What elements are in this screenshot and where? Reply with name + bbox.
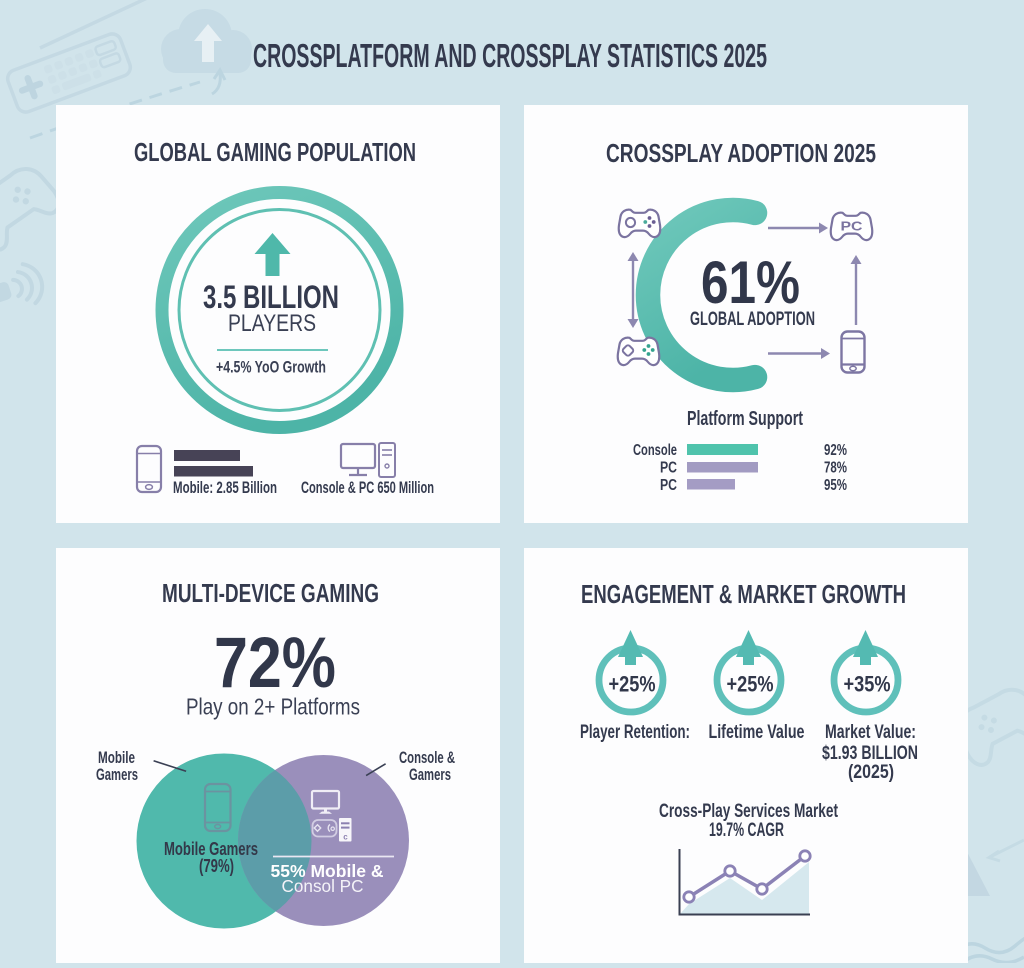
- svg-text:+25%: +25%: [609, 672, 656, 697]
- svg-text:+4.5% YoO Growth: +4.5% YoO Growth: [216, 358, 326, 377]
- svg-text:PC: PC: [660, 460, 677, 477]
- svg-text:Gamers: Gamers: [96, 765, 138, 784]
- svg-text:3.5 BILLION: 3.5 BILLION: [203, 279, 339, 315]
- svg-text:$1.93 BILLION: $1.93 BILLION: [822, 743, 918, 764]
- svg-text:Consol PC: Consol PC: [282, 876, 364, 896]
- svg-text:MULTI-DEVICE GAMING: MULTI-DEVICE GAMING: [162, 578, 379, 608]
- svg-text:92%: 92%: [824, 442, 847, 459]
- svg-text:Play on 2+ Platforms: Play on 2+ Platforms: [186, 694, 360, 720]
- svg-text:(2025): (2025): [848, 762, 894, 783]
- svg-text:61%: 61%: [701, 249, 800, 316]
- svg-text:Console & PC 650 Million: Console & PC 650 Million: [301, 478, 434, 497]
- svg-text:78%: 78%: [824, 460, 847, 477]
- svg-text:ENGAGEMENT & MARKET GROWTH: ENGAGEMENT & MARKET GROWTH: [581, 579, 906, 609]
- svg-text:CROSSPLATFORM AND CROSSPLAY ST: CROSSPLATFORM AND CROSSPLAY STATISTICS 2…: [253, 37, 767, 74]
- svg-text:Console: Console: [633, 442, 677, 459]
- svg-text:GLOBAL GAMING POPULATION: GLOBAL GAMING POPULATION: [134, 137, 416, 167]
- svg-text:PC: PC: [660, 477, 677, 494]
- svg-text:c: c: [343, 833, 348, 842]
- svg-text:55% Mobile &: 55% Mobile &: [271, 861, 384, 881]
- svg-text:PLAYERS: PLAYERS: [228, 310, 316, 337]
- svg-text:19.7% CAGR: 19.7% CAGR: [709, 819, 784, 841]
- svg-text:Mobile: Mobile: [98, 748, 135, 767]
- svg-text:(79%): (79%): [199, 856, 234, 876]
- svg-text:72%: 72%: [214, 624, 336, 703]
- svg-text:Market Value:: Market Value:: [825, 722, 916, 743]
- svg-text:GLOBAL ADOPTION: GLOBAL ADOPTION: [690, 309, 815, 330]
- svg-text:+35%: +35%: [844, 672, 891, 697]
- svg-text:95%: 95%: [824, 477, 847, 494]
- svg-text:PC: PC: [841, 219, 864, 234]
- svg-text:CROSSPLAY ADOPTION 2025: CROSSPLAY ADOPTION 2025: [606, 138, 876, 168]
- svg-text:Console &: Console &: [399, 748, 455, 767]
- svg-text:Platform Support: Platform Support: [687, 408, 803, 430]
- svg-text:+25%: +25%: [727, 672, 774, 697]
- svg-text:Mobile Gamers: Mobile Gamers: [164, 839, 258, 859]
- svg-text:Mobile: 2.85 Billion: Mobile: 2.85 Billion: [173, 478, 277, 497]
- svg-text:Cross-Play Services Market: Cross-Play Services Market: [659, 800, 838, 822]
- svg-text:Player Retention:: Player Retention:: [580, 722, 690, 743]
- svg-text:Lifetime Value: Lifetime Value: [709, 722, 805, 743]
- svg-text:Gamers: Gamers: [409, 765, 451, 784]
